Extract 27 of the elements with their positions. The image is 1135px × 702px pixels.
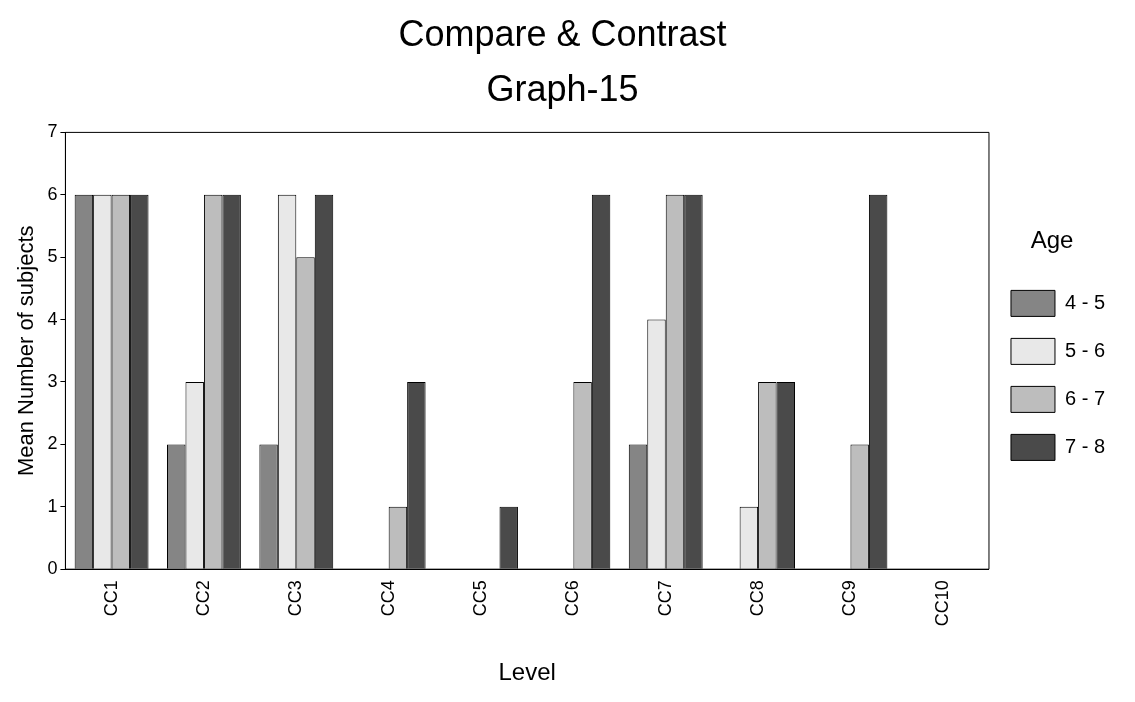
- legend-label: 4 - 5: [1064, 290, 1106, 313]
- x-tick-label: CC8: [747, 580, 768, 617]
- x-tick-label: CC10: [931, 580, 952, 627]
- x-tick-label: CC1: [100, 580, 121, 617]
- x-tick-label: CC4: [377, 580, 398, 617]
- legend-label: 5 - 6: [1064, 338, 1106, 361]
- y-tick-label: 5: [47, 246, 58, 267]
- x-tick-label: CC9: [839, 580, 860, 617]
- y-tick-label: 0: [47, 558, 58, 579]
- chart-title: Compare & Contrast: [398, 12, 727, 54]
- x-tick-label: CC6: [562, 580, 583, 617]
- x-tick-label: CC7: [654, 580, 675, 617]
- x-tick-label: CC5: [469, 580, 490, 617]
- y-tick-label: 6: [47, 183, 58, 204]
- y-tick-label: 1: [47, 495, 58, 516]
- y-axis-title: Mean Number of subjects: [13, 225, 39, 477]
- x-tick-label: CC3: [285, 580, 306, 617]
- y-tick-label: 2: [47, 433, 58, 454]
- y-tick-label: 7: [47, 121, 58, 142]
- legend-title: Age: [1030, 226, 1074, 254]
- legend-label: 7 - 8: [1064, 434, 1106, 457]
- y-tick-label: 4: [47, 308, 58, 329]
- chart-subtitle: Graph-15: [486, 67, 639, 109]
- x-axis-title: Level: [498, 658, 556, 686]
- legend-label: 6 - 7: [1064, 386, 1106, 409]
- y-tick-label: 3: [47, 370, 58, 391]
- x-tick-label: CC2: [192, 580, 213, 617]
